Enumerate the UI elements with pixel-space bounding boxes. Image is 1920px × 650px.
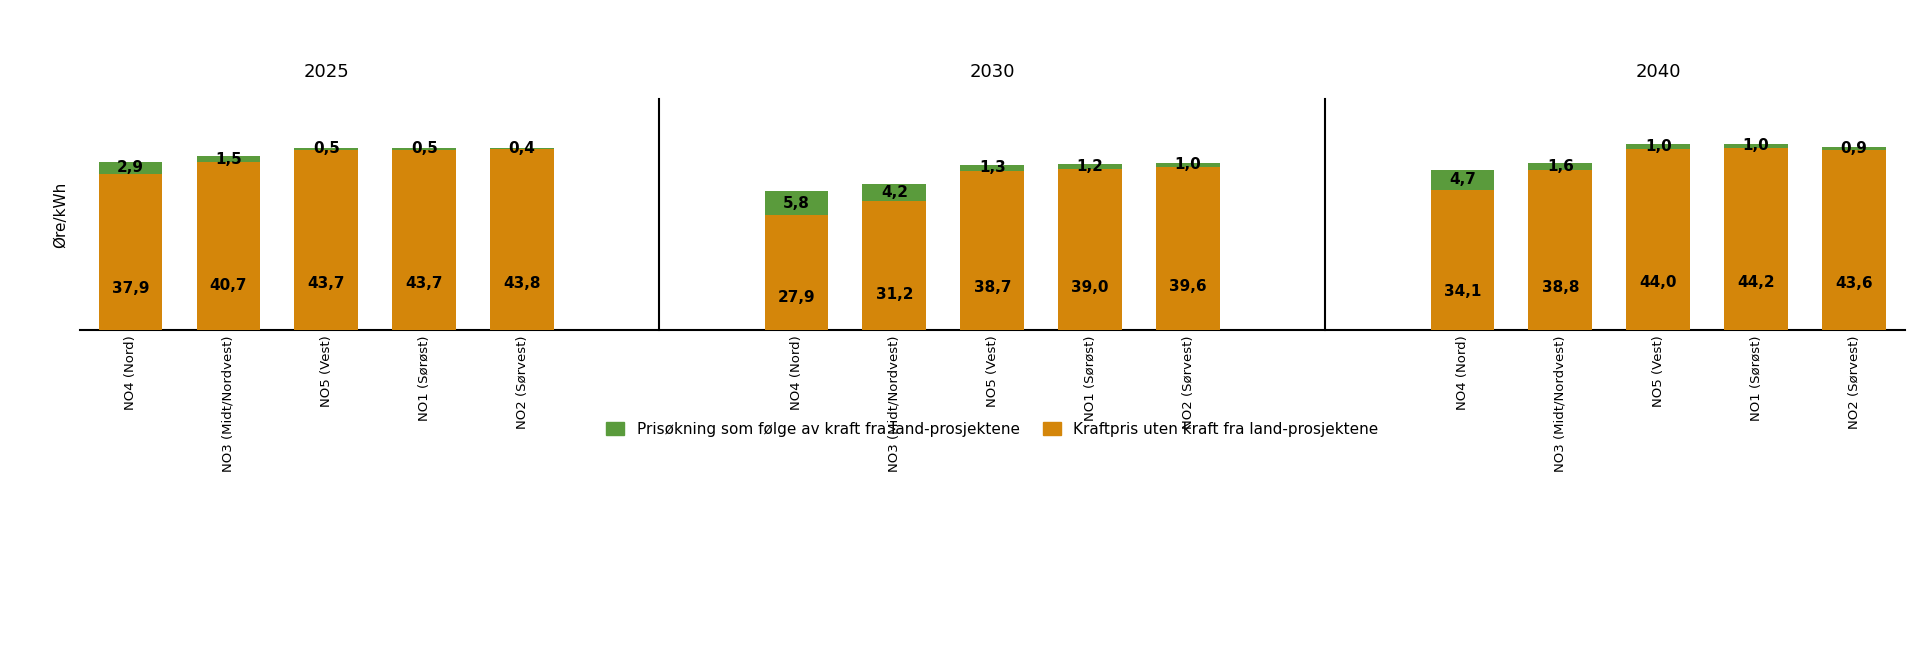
Text: 1,2: 1,2	[1077, 159, 1104, 174]
Bar	[294, 150, 359, 330]
Text: 44,2: 44,2	[1738, 275, 1774, 290]
Bar	[196, 156, 261, 162]
Text: 1,0: 1,0	[1645, 139, 1672, 154]
Bar	[1626, 144, 1690, 149]
Text: 39,6: 39,6	[1169, 280, 1208, 294]
Text: 43,6: 43,6	[1836, 276, 1872, 291]
Bar	[1528, 170, 1592, 330]
Bar	[1058, 164, 1121, 169]
Text: 40,7: 40,7	[209, 278, 248, 293]
Bar	[196, 162, 261, 330]
Bar	[294, 148, 359, 150]
Text: 1,0: 1,0	[1743, 138, 1770, 153]
Text: 39,0: 39,0	[1071, 280, 1110, 295]
Bar	[392, 148, 457, 150]
Text: 38,8: 38,8	[1542, 280, 1578, 295]
Bar	[490, 148, 555, 150]
Bar	[764, 215, 828, 330]
Text: 2025: 2025	[303, 62, 349, 81]
Text: 4,7: 4,7	[1450, 172, 1476, 187]
Text: 27,9: 27,9	[778, 290, 816, 305]
Bar	[1156, 162, 1219, 167]
Bar	[960, 170, 1023, 330]
Text: 1,5: 1,5	[215, 151, 242, 166]
Bar	[1822, 146, 1885, 150]
Text: 44,0: 44,0	[1640, 276, 1676, 291]
Text: 4,2: 4,2	[881, 185, 908, 200]
Text: 1,0: 1,0	[1175, 157, 1202, 172]
Bar	[1724, 144, 1788, 148]
Text: 34,1: 34,1	[1444, 285, 1480, 300]
Y-axis label: Øre/kWh: Øre/kWh	[54, 181, 69, 248]
Bar	[490, 150, 555, 330]
Text: 43,7: 43,7	[405, 276, 444, 291]
Bar	[1430, 190, 1494, 330]
Bar	[1058, 169, 1121, 330]
Text: 2040: 2040	[1636, 62, 1680, 81]
Bar	[1626, 149, 1690, 330]
Text: 43,7: 43,7	[307, 276, 346, 291]
Text: 0,5: 0,5	[411, 141, 438, 156]
Text: 1,3: 1,3	[979, 161, 1006, 176]
Text: 0,4: 0,4	[509, 141, 536, 156]
Bar	[862, 202, 925, 330]
Text: 37,9: 37,9	[111, 281, 150, 296]
Bar	[98, 162, 163, 174]
Text: 1,6: 1,6	[1548, 159, 1574, 174]
Text: 5,8: 5,8	[783, 196, 810, 211]
Bar	[960, 165, 1023, 170]
Bar	[392, 150, 457, 330]
Bar	[1430, 170, 1494, 190]
Bar	[98, 174, 163, 330]
Bar	[1528, 164, 1592, 170]
Text: 38,7: 38,7	[973, 280, 1012, 295]
Text: 2030: 2030	[970, 62, 1016, 81]
Bar	[1724, 148, 1788, 330]
Text: 2,9: 2,9	[117, 161, 144, 176]
Bar	[1156, 167, 1219, 330]
Bar	[862, 184, 925, 202]
Bar	[764, 191, 828, 215]
Text: 31,2: 31,2	[876, 287, 914, 302]
Text: 0,5: 0,5	[313, 141, 340, 156]
Bar	[1822, 150, 1885, 330]
Text: 0,9: 0,9	[1841, 141, 1868, 156]
Text: 43,8: 43,8	[503, 276, 541, 291]
Legend: Prisøkning som følge av kraft fra land-prosjektene, Kraftpris uten kraft fra lan: Prisøkning som følge av kraft fra land-p…	[601, 416, 1384, 443]
